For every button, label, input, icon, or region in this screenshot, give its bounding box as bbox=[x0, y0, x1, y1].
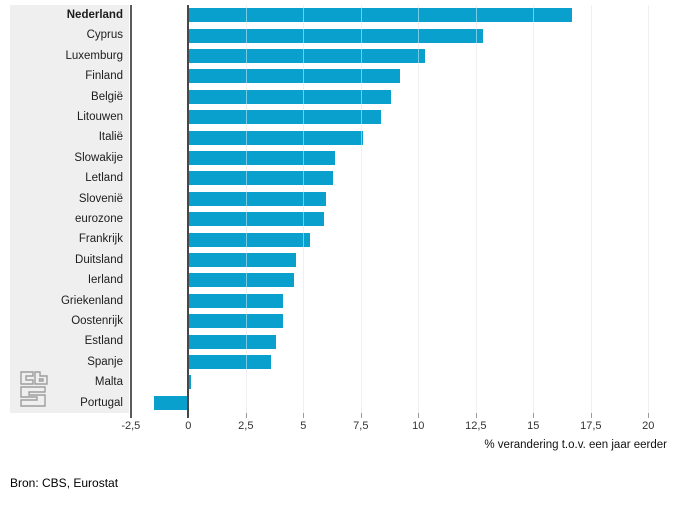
category-label: Estland bbox=[84, 335, 123, 348]
category-label: Luxemburg bbox=[65, 49, 123, 62]
category-label: Malta bbox=[94, 376, 123, 389]
category-label: Nederland bbox=[66, 9, 123, 21]
x-tick-label: 7,5 bbox=[353, 420, 369, 432]
category-label: Griekenland bbox=[60, 294, 123, 307]
gridline bbox=[533, 5, 535, 413]
bar-luxemburg bbox=[188, 49, 426, 63]
bar-nederland bbox=[188, 8, 573, 23]
bar-estland bbox=[188, 334, 276, 349]
gridline bbox=[648, 5, 650, 413]
x-tick-label: 2,5 bbox=[238, 420, 254, 432]
category-label: Portugal bbox=[80, 396, 123, 409]
tick-mark bbox=[360, 413, 362, 418]
tick-mark bbox=[303, 413, 305, 418]
x-tick-label: 5 bbox=[300, 420, 307, 432]
gridline-overlay bbox=[648, 5, 650, 413]
x-tick-label: -2,5 bbox=[121, 420, 141, 432]
bar-cyprus bbox=[188, 28, 483, 43]
gridline bbox=[590, 5, 592, 413]
gridline-overlay bbox=[360, 5, 362, 413]
category-label: Duitsland bbox=[75, 253, 123, 266]
category-label: België bbox=[91, 90, 123, 103]
category-label: Italië bbox=[98, 131, 123, 144]
category-label: Slowakije bbox=[74, 151, 123, 164]
category-panel: Nederland Cyprus Luxemburg Finland België Lit… bbox=[10, 5, 129, 413]
gridline-overlay bbox=[418, 5, 420, 413]
tick-mark bbox=[590, 413, 592, 418]
category-label: Finland bbox=[85, 70, 123, 83]
zero-axis-line bbox=[187, 5, 190, 418]
bar-griekenland bbox=[188, 293, 283, 308]
gridline-overlay bbox=[533, 5, 535, 413]
category-label: Ierland bbox=[87, 274, 123, 287]
x-tick-label: 0 bbox=[185, 420, 192, 432]
category-label: Frankrijk bbox=[78, 233, 123, 246]
gridline bbox=[303, 5, 305, 413]
x-tick-label: 15 bbox=[527, 420, 540, 432]
category-label: Litouwen bbox=[76, 111, 123, 123]
x-tick-label: 12,5 bbox=[465, 420, 487, 432]
gridline bbox=[245, 5, 247, 413]
bar-ierland bbox=[188, 273, 295, 288]
tick-mark bbox=[648, 413, 650, 418]
plot-area bbox=[129, 5, 676, 418]
bar-slowakije bbox=[188, 151, 336, 165]
category-label: Slovenië bbox=[78, 192, 123, 205]
bar-malta bbox=[188, 375, 191, 390]
gridline-overlay bbox=[590, 5, 592, 413]
category-label: Oostenrijk bbox=[71, 315, 123, 327]
x-tick-label: 10 bbox=[412, 420, 425, 432]
gridline-overlay bbox=[475, 5, 477, 413]
tick-mark bbox=[418, 413, 420, 418]
bar-litouwen bbox=[188, 110, 382, 125]
bar-duitsland bbox=[188, 253, 297, 267]
bar-letland bbox=[188, 171, 334, 186]
gridline-overlay bbox=[303, 5, 305, 413]
x-tick-label: 20 bbox=[642, 420, 655, 432]
bar-eurozone bbox=[188, 212, 324, 227]
plot-left-edge-line bbox=[129, 5, 132, 418]
x-axis-title: % verandering t.o.v. een jaar eerder bbox=[484, 439, 667, 451]
category-label: eurozone bbox=[75, 213, 123, 225]
category-label: Letland bbox=[85, 172, 123, 185]
bar-portugal bbox=[153, 395, 189, 410]
gridline bbox=[360, 5, 362, 413]
bar-belgië bbox=[188, 89, 391, 104]
category-label: Cyprus bbox=[86, 29, 123, 42]
bar-frankrijk bbox=[188, 232, 311, 247]
gridline-overlay bbox=[245, 5, 247, 413]
tick-mark bbox=[245, 413, 247, 418]
bar-finland bbox=[188, 69, 400, 84]
bar-spanje bbox=[188, 355, 272, 369]
gridline bbox=[475, 5, 477, 413]
source-note: Bron: CBS, Eurostat bbox=[10, 476, 119, 490]
tick-mark bbox=[533, 413, 535, 418]
tick-mark bbox=[475, 413, 477, 418]
x-tick-label: 17,5 bbox=[580, 420, 602, 432]
bar-italië bbox=[188, 130, 364, 145]
bar-oostenrijk bbox=[188, 314, 283, 329]
category-label: Spanje bbox=[87, 355, 123, 368]
cbs-logo-icon bbox=[20, 371, 48, 407]
gridline bbox=[418, 5, 420, 413]
bar-slovenië bbox=[188, 191, 327, 206]
